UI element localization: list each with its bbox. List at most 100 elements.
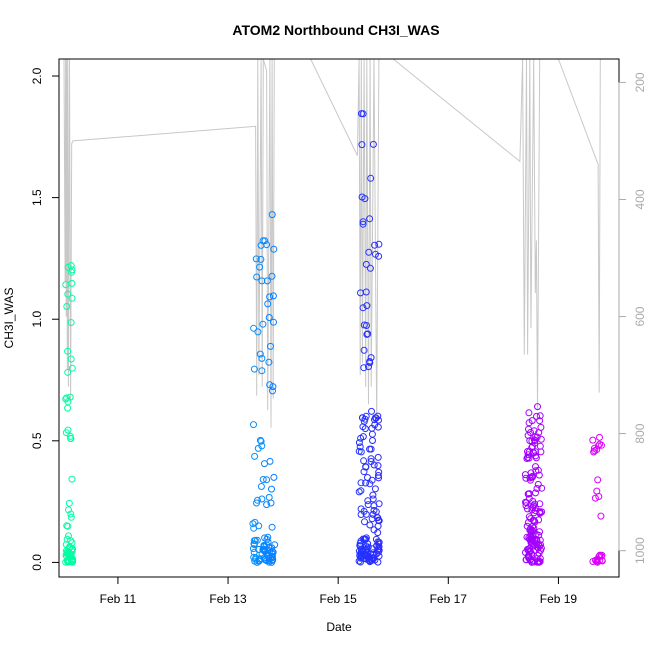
- data-point: [261, 237, 269, 245]
- data-point: [250, 365, 258, 373]
- data-point: [535, 541, 542, 549]
- data-point: [67, 510, 75, 518]
- data-point: [361, 195, 369, 203]
- data-point: [359, 423, 367, 431]
- data-point: [367, 174, 375, 182]
- data-point: [253, 273, 261, 281]
- data-point: [366, 521, 374, 529]
- data-point: [372, 535, 380, 543]
- data-point: [68, 364, 76, 372]
- data-point: [596, 433, 603, 441]
- data-point: [525, 513, 533, 521]
- data-point: [531, 500, 539, 508]
- data-point: [536, 528, 543, 536]
- data-point: [355, 488, 363, 496]
- x-tick-label: Feb 13: [209, 592, 247, 606]
- data-point: [537, 448, 545, 456]
- data-point: [360, 346, 368, 354]
- data-point: [536, 500, 544, 508]
- data-point: [367, 445, 375, 453]
- x-axis-label: Date: [326, 620, 352, 634]
- data-point: [257, 437, 265, 445]
- data-point: [263, 476, 271, 484]
- data-point: [527, 473, 535, 481]
- data-point: [268, 485, 275, 493]
- data-point: [64, 522, 72, 530]
- data-point: [528, 437, 536, 445]
- data-point: [68, 475, 76, 483]
- data-point: [267, 499, 275, 507]
- data-point: [268, 211, 276, 219]
- data-point: [266, 457, 274, 465]
- data-point: [266, 293, 274, 301]
- data-point: [359, 304, 367, 312]
- data-point: [360, 468, 368, 476]
- data-point: [67, 537, 75, 545]
- data-point: [67, 355, 75, 363]
- data-point: [370, 526, 378, 534]
- data-point: [268, 547, 276, 555]
- data-point: [533, 485, 541, 492]
- data-point: [257, 241, 265, 249]
- data-point: [529, 472, 537, 480]
- data-point: [267, 342, 274, 350]
- data-point: [358, 141, 366, 149]
- data-point: [369, 491, 377, 499]
- data-point: [269, 387, 276, 395]
- data-point: [594, 476, 602, 484]
- data-point: [261, 534, 269, 542]
- data-point: [256, 350, 264, 358]
- data-point: [528, 558, 536, 566]
- data-point: [62, 429, 70, 437]
- data-point: [258, 367, 266, 375]
- axes: Feb 11 Feb 13 Feb 15 Feb 17 Feb 19 0.0 0.5 1.0 1…: [30, 67, 647, 606]
- data-point: [372, 414, 380, 422]
- x-tick-label: Feb 15: [319, 592, 357, 606]
- data-point: [261, 547, 269, 555]
- data-point: [364, 474, 371, 481]
- data-point: [357, 542, 365, 550]
- data-point: [259, 320, 267, 328]
- data-point: [522, 502, 530, 510]
- right-tick-label: 400: [633, 189, 647, 209]
- data-point: [67, 513, 75, 521]
- data-point: [63, 303, 71, 310]
- data-point: [538, 508, 546, 516]
- data-point: [369, 495, 377, 503]
- data-point: [64, 290, 72, 298]
- data-point: [369, 510, 377, 518]
- data-point: [256, 555, 264, 563]
- data-point: [536, 442, 544, 450]
- data-point: [251, 536, 259, 544]
- data-point: [259, 476, 267, 483]
- data-point: [371, 485, 379, 493]
- data-point: [527, 469, 535, 477]
- data-point: [366, 215, 374, 223]
- data-point: [63, 394, 71, 402]
- data-point: [374, 453, 382, 461]
- data-point: [375, 240, 383, 248]
- data-point: [265, 551, 273, 559]
- data-point: [534, 403, 541, 411]
- data-point: [362, 510, 370, 518]
- data-point: [364, 330, 372, 338]
- pressure-trace-line: [63, 58, 601, 428]
- data-point: [66, 553, 74, 561]
- data-point: [535, 516, 543, 524]
- right-tick-label: 600: [633, 306, 647, 326]
- data-point: [363, 302, 371, 310]
- data-point: [67, 319, 75, 326]
- data-point: [525, 495, 533, 502]
- data-point: [597, 512, 605, 520]
- data-point: [260, 543, 268, 551]
- data-point: [530, 449, 538, 457]
- data-point: [366, 480, 374, 488]
- data-point: [258, 277, 266, 285]
- data-point: [254, 496, 261, 504]
- data-point: [64, 347, 72, 355]
- data-point: [368, 430, 376, 438]
- data-point: [371, 421, 379, 429]
- data-point: [357, 487, 365, 495]
- data-point: [366, 358, 374, 365]
- data-point: [372, 250, 379, 258]
